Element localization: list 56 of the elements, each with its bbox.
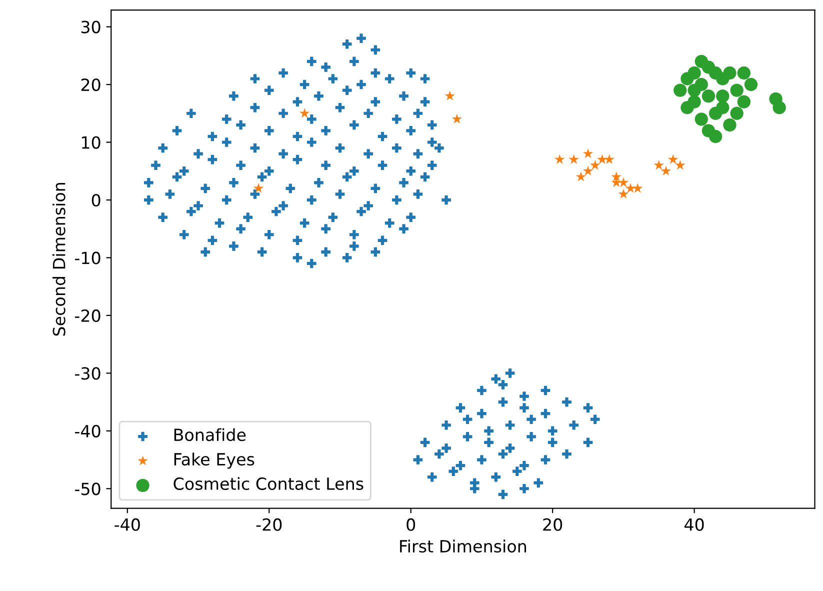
point bbox=[737, 66, 750, 80]
point bbox=[694, 112, 708, 126]
y-tick-label: 10 bbox=[82, 136, 100, 149]
point bbox=[668, 154, 678, 164]
point bbox=[597, 154, 608, 164]
point bbox=[708, 130, 722, 144]
point bbox=[299, 108, 310, 118]
point bbox=[582, 148, 594, 158]
point bbox=[604, 154, 614, 164]
point bbox=[688, 84, 701, 97]
point bbox=[590, 160, 600, 170]
point bbox=[660, 166, 672, 176]
point bbox=[554, 154, 565, 164]
point bbox=[452, 114, 462, 124]
y-tick-label: 20 bbox=[81, 78, 100, 92]
point bbox=[618, 188, 629, 199]
legend-label: Bonafide bbox=[174, 428, 246, 442]
x-tick-label: -20 bbox=[256, 518, 282, 531]
point bbox=[576, 172, 586, 182]
point bbox=[702, 89, 716, 103]
point bbox=[688, 66, 701, 80]
point bbox=[730, 84, 744, 97]
y-tick-label: -10 bbox=[74, 252, 100, 264]
point bbox=[716, 101, 730, 114]
point bbox=[723, 66, 736, 80]
y-tick-label: -30 bbox=[74, 367, 100, 380]
legend-label: Cosmetic Contact Lens bbox=[174, 477, 364, 490]
point bbox=[654, 160, 664, 170]
point bbox=[737, 95, 750, 108]
point bbox=[568, 154, 579, 164]
x-axis-title: First Dimension bbox=[400, 540, 526, 553]
y-tick-label: -50 bbox=[74, 482, 100, 496]
point bbox=[618, 177, 629, 188]
point bbox=[611, 172, 622, 182]
point bbox=[680, 101, 694, 114]
point bbox=[730, 106, 744, 120]
point bbox=[675, 160, 686, 170]
point bbox=[772, 101, 786, 114]
point bbox=[723, 118, 736, 132]
y-axis-title: Second Dimension bbox=[52, 182, 66, 336]
legend-label: Fake Eyes bbox=[174, 452, 254, 469]
point bbox=[674, 84, 687, 97]
point bbox=[632, 183, 643, 193]
x-tick-label: 0 bbox=[406, 518, 416, 531]
x-tick-label: 40 bbox=[684, 518, 704, 531]
y-tick-label: -40 bbox=[74, 424, 100, 438]
point bbox=[582, 166, 594, 176]
x-tick-label: 20 bbox=[543, 518, 562, 531]
point bbox=[444, 90, 455, 100]
point bbox=[716, 89, 730, 103]
point bbox=[253, 183, 264, 193]
point bbox=[744, 78, 758, 92]
y-tick-label: -20 bbox=[74, 309, 100, 322]
x-tick-label: -40 bbox=[114, 518, 140, 531]
y-tick-label: 0 bbox=[92, 194, 100, 207]
y-tick-label: 30 bbox=[81, 20, 100, 34]
